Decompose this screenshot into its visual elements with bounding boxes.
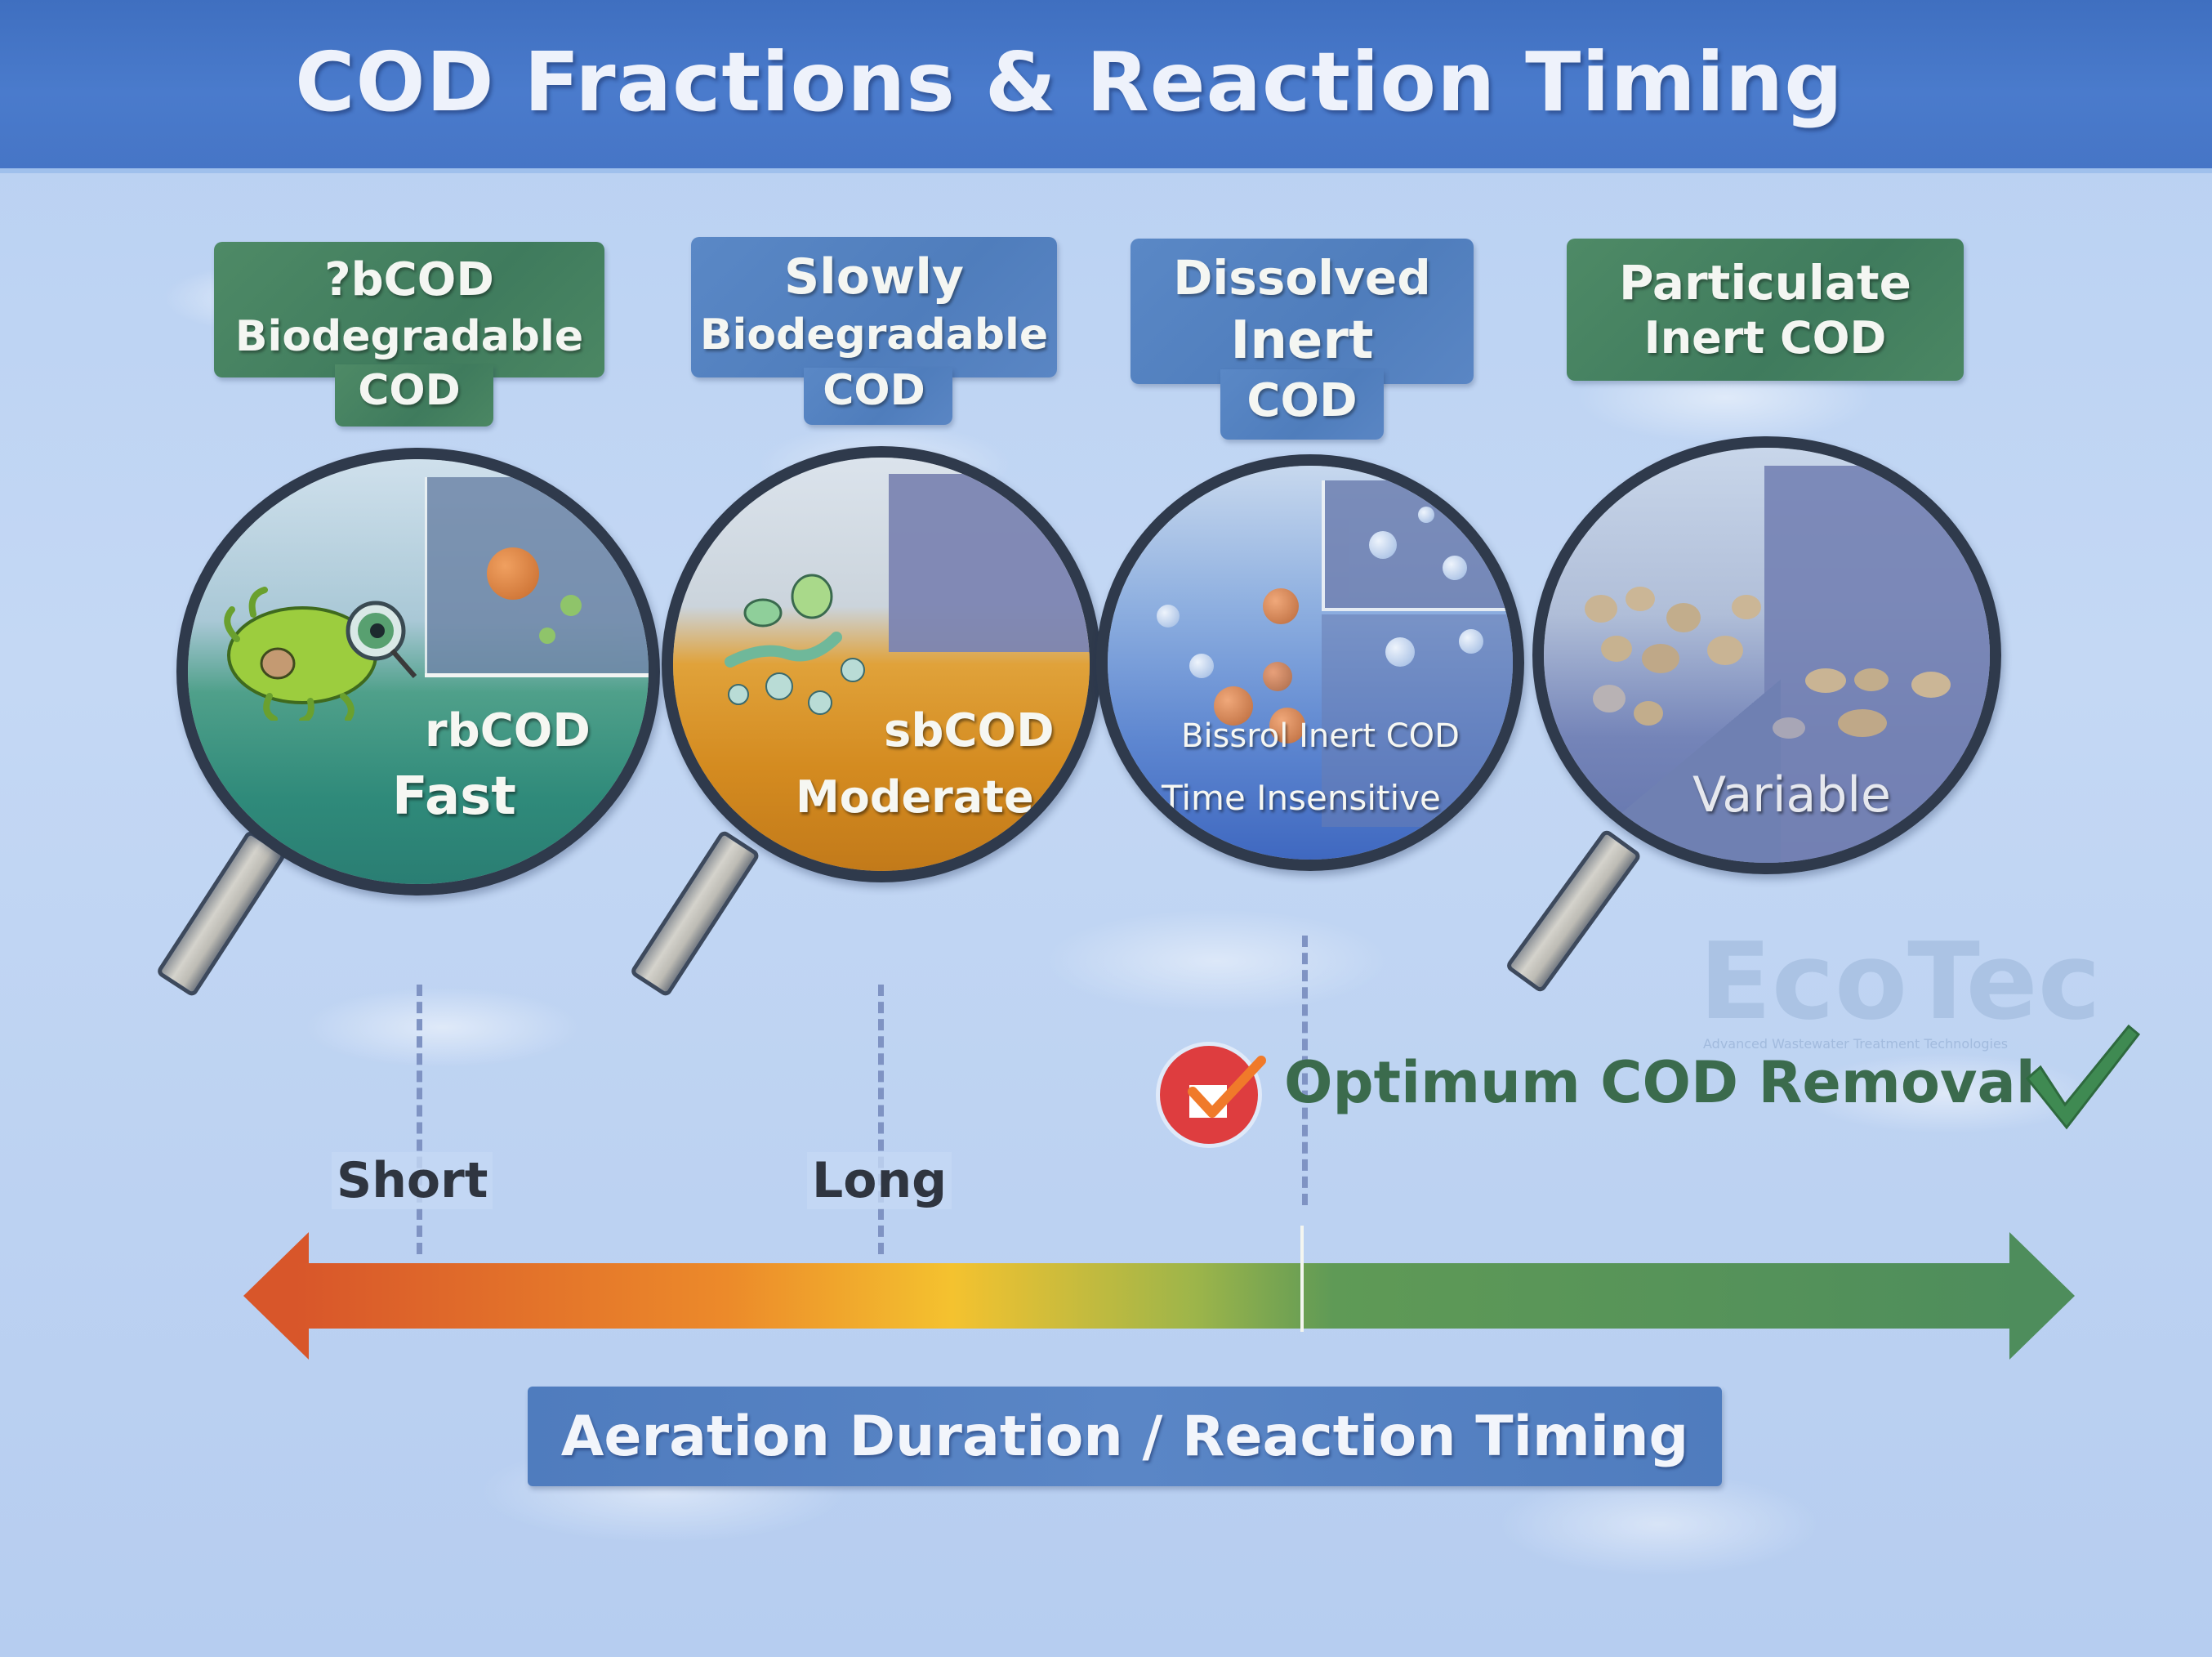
fraction-tag-sbcod: Slowly Biodegradable COD [691,237,1057,425]
checkmark-icon [2018,1013,2141,1136]
label-long: Long [807,1152,952,1209]
aeration-timeline-arrow [294,1263,2026,1329]
lens-label-dissolved-inert: Bissrol Inert COD [1181,717,1460,755]
lens-dissolved-inert: Bissrol Inert COD Time Insensitive [1096,454,1524,871]
fraction-tag-rbcod: ?bCOD Biodegradable COD [214,242,604,427]
lens-rate-variable: Variable [1692,766,1891,824]
arrow-head-right [2009,1232,2075,1360]
axis-title: Aeration Duration / Reaction Timing [560,1405,1689,1469]
header-band: COD Fractions & Reaction Timing [0,0,2212,173]
optimum-check-badge-icon [1160,1046,1266,1144]
particle-cluster-icon [714,564,894,727]
lens-rate-moderate: Moderate [796,771,1034,823]
brand-watermark: EcoTec [1699,919,2101,1043]
lens-rate-fast: Fast [392,766,516,827]
lens-rate-time-insensitive: Time Insensitive [1162,778,1441,818]
pebbles-icon [1568,578,1990,775]
optimum-marker-line [1300,1226,1304,1332]
axis-title-bar: Aeration Duration / Reaction Timing [528,1387,1722,1486]
microbe-with-magnifier-icon [221,582,417,724]
brand-tagline: Advanced Wastewater Treatment Technologi… [1703,1036,2009,1052]
lens-label-sbcod: sbCOD [884,704,1055,757]
lens-rbcod: rbCOD Fast [176,448,660,895]
optimum-cod-removal-label: Optimum COD Removal [1284,1049,2036,1116]
guide-line-optimum [1302,936,1308,1205]
guide-line-short [417,985,422,1254]
lens-particulate-inert: Variable [1532,436,2001,874]
fraction-tag-dissolved-inert: Dissolved Inert COD [1131,239,1474,440]
label-short: Short [332,1152,493,1209]
lens-label-rbcod: rbCOD [425,704,591,757]
guide-line-long [878,985,884,1254]
fraction-tag-particulate-inert: Particulate Inert COD [1567,239,1964,381]
page-title: COD Fractions & Reaction Timing [295,34,1844,130]
bubbles-icon [1140,507,1500,776]
lens-sbcod: sbCOD Moderate [662,446,1101,882]
